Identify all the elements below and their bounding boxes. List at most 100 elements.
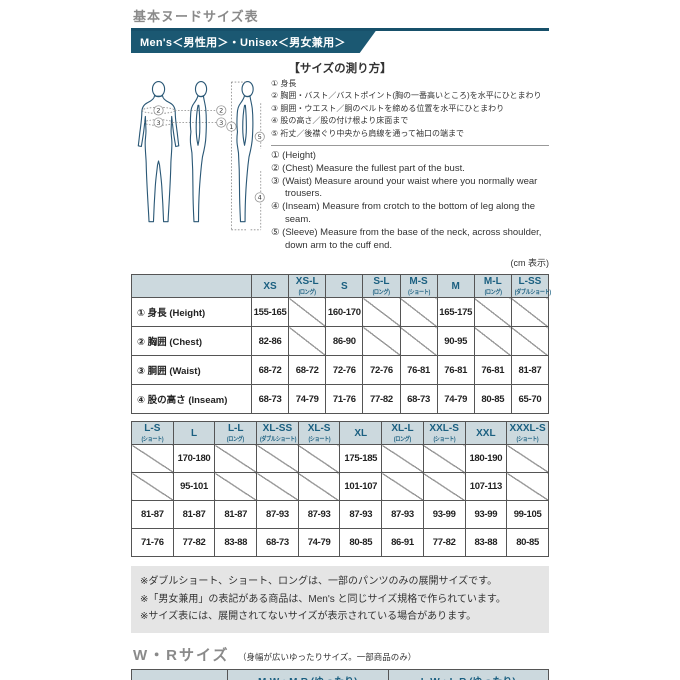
size-value-cell — [422, 472, 466, 502]
size-value-cell — [399, 326, 438, 357]
en-instruction: ⑤ (Sleeve) Measure from the base of the … — [271, 226, 542, 251]
corner-cell — [131, 668, 228, 680]
size-value-cell: 160-170 — [325, 297, 364, 328]
size-value-cell: 107-113 — [464, 472, 508, 502]
size-value-cell — [473, 297, 512, 328]
measure-instructions: ① 身長 ② 胸囲・バスト／バストポイント(胸の一番高いところ)を水平にひとまわ… — [271, 78, 549, 269]
size-value-cell: 77-82 — [172, 528, 216, 558]
instructions-divider — [271, 144, 549, 146]
size-value-cell: 81-87 — [131, 500, 174, 530]
wr-size-table: M-W・M-R (ゆったり) L-W・L-R (ゆったり) ① 身長 165 -… — [131, 668, 549, 680]
size-col-header: L — [172, 421, 216, 446]
table-row: ② 胸囲 (Chest) 82-86 86-90 90-95 — [131, 326, 550, 357]
size-value-cell: 77-82 — [362, 384, 401, 415]
size-value-cell: 165-175 — [436, 297, 475, 328]
size-value-cell: 83-88 — [464, 528, 508, 558]
size-value-cell: 81-87 — [510, 355, 550, 386]
wr-col-header: L-W・L-R (ゆったり) — [387, 668, 549, 680]
row-label: ④ 股の高さ (Inseam) — [131, 384, 252, 415]
size-table-large: L-S (ショート) L L-L (ロング) XL-SS (ダブルショート) XL-S… — [131, 421, 549, 558]
size-col-header: L-L (ロング) — [214, 421, 258, 446]
size-value-cell: 155-165 — [250, 297, 290, 328]
marker-front-chest: 2 — [156, 107, 160, 115]
marker-sleeve: 5 — [258, 133, 262, 141]
size-col-header: S — [325, 274, 364, 299]
size-value-cell — [297, 444, 341, 474]
size-value-cell: 72-76 — [362, 355, 401, 386]
size-value-cell: 93-99 — [464, 500, 508, 530]
size-value-cell — [214, 444, 258, 474]
size-value-cell — [297, 472, 341, 502]
jp-instruction: ① 身長 — [271, 79, 297, 88]
size-value-cell — [473, 326, 512, 357]
size-value-cell: 68-72 — [288, 355, 327, 386]
size-value-cell — [131, 444, 174, 474]
jp-instruction: ④ 股の高さ／股の付け根より床面まで — [271, 116, 409, 126]
size-value-cell: 77-82 — [422, 528, 466, 558]
corner-cell — [131, 274, 252, 299]
size-value-cell: 93-99 — [422, 500, 466, 530]
size-value-cell: 68-73 — [256, 528, 299, 558]
size-value-cell: 76-81 — [473, 355, 512, 386]
size-value-cell: 68-72 — [250, 355, 290, 386]
size-table-small: XS XS-L (ロング) S S-L (ロング) M-S (ショート) M M-L(… — [131, 274, 551, 415]
size-value-cell: 81-87 — [172, 500, 216, 530]
size-value-cell: 175-185 — [339, 444, 383, 474]
size-value-cell — [288, 326, 327, 357]
size-col-header: M-S (ショート) — [399, 274, 438, 299]
size-value-cell: 76-81 — [436, 355, 475, 386]
size-value-cell: 74-79 — [436, 384, 475, 415]
size-value-cell: 86-91 — [381, 528, 424, 558]
size-value-cell: 72-76 — [325, 355, 364, 386]
size-value-cell: 86-90 — [325, 326, 364, 357]
size-value-cell: 71-76 — [131, 528, 174, 558]
jp-instruction: ③ 胴囲・ウエスト／胴のベルトを締める位置を水平にひとまわり — [271, 103, 505, 113]
size-value-cell: 170-180 — [172, 444, 216, 474]
size-value-cell: 65-70 — [510, 384, 550, 415]
table-header-row: XS XS-L (ロング) S S-L (ロング) M-S (ショート) M M-L(… — [131, 274, 551, 299]
size-value-cell — [131, 472, 174, 502]
size-col-header: L-S (ショート) — [131, 421, 174, 446]
table-row: ③ 胴囲 (Waist) 68-72 68-72 72-76 72-76 76-… — [131, 355, 550, 386]
en-instruction: ① (Height) — [271, 149, 316, 161]
size-value-cell — [362, 326, 401, 357]
size-value-cell — [381, 444, 424, 474]
size-value-cell: 87-93 — [381, 500, 424, 530]
wr-col-header: M-W・M-R (ゆったり) — [227, 668, 389, 680]
size-value-cell: 95-101 — [172, 472, 216, 502]
table-row: 71-76 77-82 83-88 68-73 74-79 80-85 86-9… — [131, 528, 549, 558]
measure-section: 2 3 2 3 1 — [131, 78, 549, 269]
size-col-header: XL-L (ロング) — [381, 421, 424, 446]
size-col-header: M — [436, 274, 475, 299]
table-row: 170-180 175-185 180-190 — [131, 444, 549, 474]
size-value-cell: 68-73 — [399, 384, 438, 415]
marker-side-chest: 2 — [219, 107, 223, 115]
table-header-row: L-S (ショート) L L-L (ロング) XL-SS (ダブルショート) XL-S… — [131, 421, 549, 446]
notes-box: ※ダブルショート、ショート、ロングは、一部のパンツのみの展開サイズです。 ※「男… — [131, 566, 549, 633]
table-row: ① 身長 (Height) 155-165 160-170 165-175 — [131, 297, 550, 328]
size-value-cell: 74-79 — [288, 384, 327, 415]
size-value-cell: 90-95 — [436, 326, 475, 357]
size-value-cell: 71-76 — [325, 384, 364, 415]
body-diagram: 2 3 2 3 1 — [131, 78, 265, 269]
size-col-header: XS-L (ロング) — [288, 274, 327, 299]
size-value-cell: 87-93 — [339, 500, 383, 530]
en-instruction: ③ (Waist) Measure around your waist wher… — [271, 175, 538, 200]
size-value-cell: 80-85 — [506, 528, 549, 558]
size-value-cell: 180-190 — [464, 444, 508, 474]
size-col-header: XL-SS (ダブルショート) — [256, 421, 299, 446]
size-value-cell — [256, 444, 299, 474]
measure-instructions-jp: ① 身長 ② 胸囲・バスト／バストポイント(胸の一番高いところ)を水平にひとまわ… — [271, 78, 549, 140]
size-col-header: M-L (ロング) — [473, 274, 512, 299]
size-value-cell — [510, 326, 550, 357]
size-value-cell — [214, 472, 258, 502]
marker-side-waist: 3 — [219, 119, 223, 127]
wr-title: W・Rサイズ — [133, 646, 230, 664]
size-value-cell — [288, 297, 327, 328]
note-line: ※「男女兼用」の表記がある商品は、Men's と同じサイズ規格で作られています。 — [140, 593, 506, 605]
size-value-cell — [506, 444, 549, 474]
size-value-cell — [506, 472, 549, 502]
size-value-cell: 81-87 — [214, 500, 258, 530]
size-col-header: L-SS (ダブルショート) — [510, 274, 551, 299]
size-col-header: XL-S (ショート) — [297, 421, 341, 446]
